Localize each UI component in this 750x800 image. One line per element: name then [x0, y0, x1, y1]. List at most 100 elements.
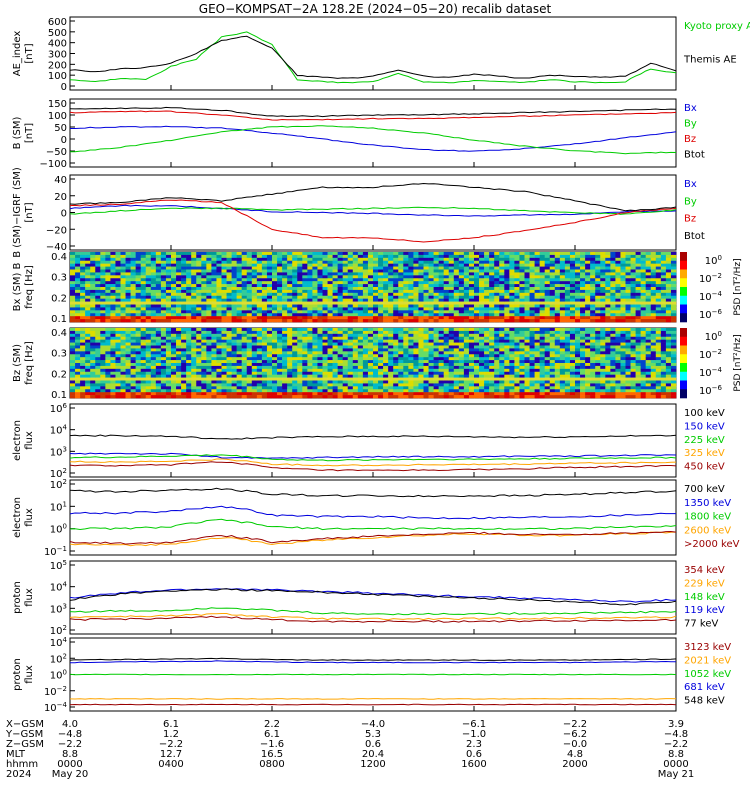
spectrogram-cell: [655, 266, 662, 270]
spectrogram-cell: [231, 336, 237, 340]
spectrogram-cell: [468, 319, 475, 323]
spectrogram-cell: [549, 310, 556, 314]
spectrogram-cell: [186, 363, 192, 367]
spectrogram-cell: [398, 263, 404, 267]
spectrogram-cell: [373, 342, 379, 346]
spectrogram-cell: [236, 278, 242, 282]
spectrogram-cell: [494, 275, 500, 279]
spectrogram-cell: [251, 272, 258, 276]
spectrogram-cell: [352, 272, 359, 276]
spectrogram-cell: [610, 260, 616, 264]
spectrogram-cell: [474, 360, 480, 364]
spectrogram-cell: [479, 295, 485, 299]
spectrogram-cell: [655, 301, 662, 305]
spectrogram-cell: [221, 380, 227, 384]
spectrogram-cell: [670, 316, 677, 320]
spectrogram-cell: [650, 304, 657, 308]
spectrogram-cell: [458, 310, 465, 314]
spectrogram-cell: [504, 310, 510, 314]
spectrogram-cell: [226, 363, 232, 367]
spectrogram-cell: [554, 266, 561, 270]
series-line-bx: [70, 125, 677, 152]
spectrogram-cell: [357, 304, 364, 308]
spectrogram-cell: [85, 386, 91, 390]
spectrogram-cell: [186, 383, 192, 387]
spectrogram-cell: [524, 257, 530, 262]
spectrogram-cell: [85, 254, 91, 259]
spectrogram-cell: [75, 348, 81, 352]
spectrogram-cell: [554, 304, 561, 308]
spectrogram-cell: [206, 254, 212, 259]
spectrogram-cell: [307, 292, 313, 297]
spectrogram-cell: [655, 260, 662, 264]
spectrogram-cell: [201, 281, 207, 285]
spectrogram-cell: [443, 339, 450, 343]
spectrogram-cell: [140, 295, 147, 299]
spectrogram-cell: [115, 330, 121, 335]
spectrogram-cell: [322, 284, 328, 288]
spectrogram-cell: [564, 275, 571, 279]
spectrogram-cell: [443, 295, 450, 299]
spectrogram-cell: [453, 269, 460, 273]
spectrogram-cell: [433, 354, 439, 358]
spectrogram-cell: [292, 345, 298, 349]
spectrogram-cell: [428, 275, 434, 279]
spectrogram-cell: [423, 272, 429, 276]
spectrogram-cell: [398, 319, 404, 323]
spectrogram-cell: [458, 342, 465, 346]
spectrogram-cell: [302, 284, 308, 288]
spectrogram-cell: [100, 342, 106, 346]
spectrogram-cell: [196, 357, 202, 361]
spectrogram-cell: [150, 357, 157, 361]
spectrogram-cell: [367, 301, 374, 305]
spectrogram-cell: [529, 313, 535, 317]
spectrogram-cell: [266, 377, 273, 381]
spectrogram-cell: [75, 389, 81, 393]
spectrogram-cell: [357, 360, 364, 364]
spectrogram-cell: [282, 371, 288, 375]
spectrogram-cell: [181, 275, 187, 279]
spectrogram-cell: [160, 260, 167, 264]
spectrogram-cell: [307, 252, 313, 256]
spectrogram-cell: [165, 319, 172, 323]
spectrogram-cell: [171, 345, 177, 349]
spectrogram-cell: [468, 380, 475, 384]
spectrogram-cell: [201, 310, 207, 314]
spectrogram-cell: [115, 363, 121, 367]
spectrogram-cell: [378, 272, 384, 276]
spectrogram-cell: [75, 360, 81, 364]
spectrogram-cell: [85, 374, 91, 378]
spectrogram-cell: [403, 336, 409, 340]
spectrogram-cell: [362, 292, 369, 297]
spectrogram-cell: [165, 284, 172, 288]
spectrogram-cell: [458, 278, 465, 282]
spectrogram-cell: [393, 292, 399, 297]
spectrogram-cell: [474, 342, 480, 346]
spectrogram-cell: [484, 333, 490, 338]
spectrogram-cell: [145, 333, 152, 338]
spectrogram-cell: [287, 386, 293, 390]
spectrogram-cell: [352, 365, 359, 370]
spectrogram-cell: [413, 292, 419, 297]
spectrogram-cell: [201, 395, 207, 399]
spectrogram-cell: [655, 284, 662, 288]
spectrogram-cell: [165, 371, 172, 375]
spectrogram-cell: [196, 354, 202, 358]
spectrogram-cell: [504, 292, 510, 297]
spectrogram-cell: [181, 278, 187, 282]
spectrogram-cell: [504, 263, 510, 267]
spectrogram-cell: [332, 392, 338, 396]
spectrogram-cell: [297, 301, 303, 305]
spectrogram-cell: [448, 304, 455, 308]
spectrogram-cell: [453, 316, 460, 320]
spectrogram-cell: [206, 266, 212, 270]
spectrogram-cell: [150, 281, 157, 285]
spectrogram-cell: [655, 292, 662, 297]
spectrogram-cell: [261, 330, 268, 335]
spectrogram-cell: [196, 252, 202, 256]
spectrogram-cell: [367, 342, 374, 346]
spectrogram-cell: [302, 316, 308, 320]
spectrogram-cell: [670, 254, 677, 259]
spectrogram-cell: [85, 339, 91, 343]
spectrogram-cell: [110, 254, 116, 259]
